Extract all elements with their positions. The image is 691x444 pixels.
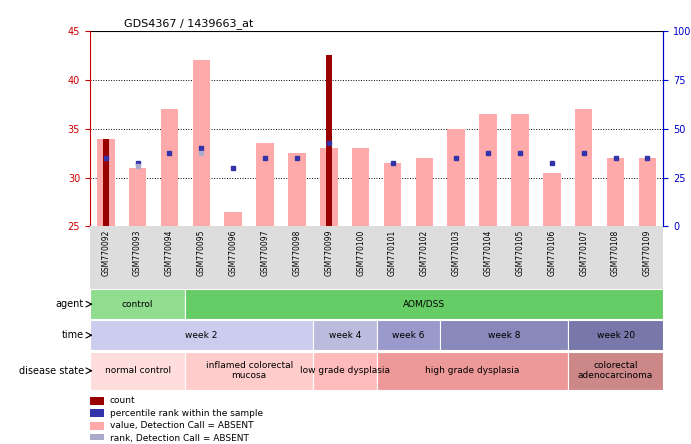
Text: disease state: disease state [19, 366, 84, 376]
Bar [408, 226, 440, 289]
Text: GSM770102: GSM770102 [420, 230, 429, 276]
Text: control: control [122, 300, 153, 309]
Text: week 8: week 8 [488, 331, 520, 340]
Bar [384, 163, 401, 226]
Bar [575, 109, 592, 226]
Bar [568, 226, 600, 289]
Bar [440, 226, 472, 289]
Bar [122, 226, 153, 289]
Bar [543, 173, 560, 226]
Text: GSM770103: GSM770103 [452, 230, 461, 276]
Text: GSM770094: GSM770094 [165, 230, 174, 276]
Text: GSM770109: GSM770109 [643, 230, 652, 276]
Text: GSM770104: GSM770104 [484, 230, 493, 276]
Text: colorectal
adenocarcinoma: colorectal adenocarcinoma [578, 361, 653, 381]
Bar [90, 352, 185, 390]
Bar [325, 56, 332, 226]
Bar [536, 226, 568, 289]
Bar [415, 158, 433, 226]
Text: low grade dysplasia: low grade dysplasia [300, 366, 390, 375]
Bar [90, 409, 104, 417]
Bar [504, 226, 536, 289]
Bar [632, 226, 663, 289]
Bar [90, 226, 122, 289]
Bar [511, 114, 529, 226]
Bar [225, 212, 242, 226]
Text: agent: agent [56, 299, 84, 309]
Bar [352, 148, 370, 226]
Text: GSM770100: GSM770100 [356, 230, 365, 276]
Text: GSM770105: GSM770105 [515, 230, 524, 276]
Text: GSM770097: GSM770097 [261, 230, 269, 276]
Text: time: time [62, 330, 84, 340]
Bar [313, 320, 377, 350]
Text: week 2: week 2 [185, 331, 218, 340]
Bar [256, 143, 274, 226]
Bar [90, 289, 185, 319]
Bar [185, 352, 313, 390]
Bar [313, 352, 377, 390]
Text: GSM770101: GSM770101 [388, 230, 397, 276]
Bar [249, 226, 281, 289]
Text: rank, Detection Call = ABSENT: rank, Detection Call = ABSENT [110, 434, 249, 443]
Bar [568, 320, 663, 350]
Bar [90, 397, 104, 405]
Bar [600, 226, 632, 289]
Bar [440, 320, 568, 350]
Bar [102, 139, 109, 226]
Text: GSM770093: GSM770093 [133, 230, 142, 276]
Bar [607, 158, 625, 226]
Text: high grade dysplasia: high grade dysplasia [425, 366, 520, 375]
Bar [320, 148, 338, 226]
Text: GSM770107: GSM770107 [579, 230, 588, 276]
Bar [638, 158, 656, 226]
Bar [345, 226, 377, 289]
Text: GSM770092: GSM770092 [102, 230, 111, 276]
Bar [377, 320, 440, 350]
Text: week 6: week 6 [392, 331, 425, 340]
Bar [90, 434, 104, 442]
Text: count: count [110, 396, 135, 405]
Bar [90, 320, 313, 350]
Text: GDS4367 / 1439663_at: GDS4367 / 1439663_at [124, 18, 254, 29]
Text: value, Detection Call = ABSENT: value, Detection Call = ABSENT [110, 421, 254, 430]
Bar [480, 114, 497, 226]
Text: week 4: week 4 [328, 331, 361, 340]
Bar [377, 352, 568, 390]
Text: week 20: week 20 [596, 331, 634, 340]
Text: normal control: normal control [104, 366, 171, 375]
Text: GSM770108: GSM770108 [611, 230, 620, 276]
Bar [313, 226, 345, 289]
Text: GSM770095: GSM770095 [197, 230, 206, 276]
Bar [472, 226, 504, 289]
Text: percentile rank within the sample: percentile rank within the sample [110, 409, 263, 418]
Text: GSM770098: GSM770098 [292, 230, 301, 276]
Bar [97, 139, 115, 226]
Bar [193, 60, 210, 226]
Bar [185, 226, 217, 289]
Text: AOM/DSS: AOM/DSS [404, 300, 446, 309]
Text: GSM770099: GSM770099 [324, 230, 333, 276]
Text: inflamed colorectal
mucosa: inflamed colorectal mucosa [205, 361, 293, 381]
Bar [568, 352, 663, 390]
Bar [288, 153, 305, 226]
Bar [161, 109, 178, 226]
Bar [185, 289, 663, 319]
Bar [448, 129, 465, 226]
Bar [153, 226, 185, 289]
Bar [217, 226, 249, 289]
Bar [90, 422, 104, 430]
Bar [129, 168, 146, 226]
Bar [377, 226, 408, 289]
Bar [281, 226, 313, 289]
Text: GSM770096: GSM770096 [229, 230, 238, 276]
Text: GSM770106: GSM770106 [547, 230, 556, 276]
